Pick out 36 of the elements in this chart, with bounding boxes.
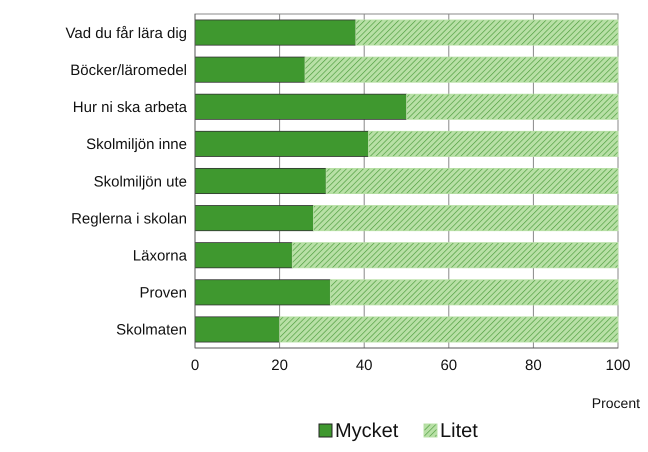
y-tick-label: Hur ni ska arbeta [72, 99, 188, 116]
legend-label: Litet [440, 420, 478, 442]
bar [194, 130, 369, 157]
x-tick-label: 80 [525, 357, 542, 374]
bar [406, 94, 618, 120]
bar [313, 205, 618, 232]
bar [194, 56, 306, 83]
bar [279, 316, 618, 342]
x-tick-label: 60 [440, 357, 458, 374]
x-tick-label: 0 [190, 357, 200, 374]
bar [194, 20, 356, 46]
y-tick-label: Skolmaten [116, 322, 187, 339]
y-tick-label: Vad du får lära dig [66, 24, 187, 42]
bar [368, 130, 618, 157]
bar [304, 56, 618, 83]
bar [194, 316, 280, 342]
bar [326, 168, 618, 194]
bar [194, 242, 293, 268]
y-tick-label: Böcker/läromedel [70, 62, 187, 79]
x-tick-label: 100 [605, 357, 631, 374]
bar [292, 242, 618, 268]
x-axis-title: Procent [592, 395, 640, 411]
bar [194, 279, 331, 306]
y-tick-label: Skolmiljön ute [94, 173, 187, 190]
legend-label: Mycket [335, 420, 399, 442]
bar [330, 279, 618, 306]
y-tick-label: Läxorna [132, 247, 188, 264]
bar [194, 168, 327, 194]
y-tick-label: Proven [139, 284, 187, 302]
y-tick-label: Skolmiljön inne [86, 136, 187, 154]
bar [194, 205, 314, 232]
x-tick-label: 40 [356, 357, 373, 374]
bar [194, 94, 407, 120]
x-tick-label: 20 [271, 357, 288, 374]
y-tick-label: Reglerna i skolan [71, 210, 187, 228]
bar [355, 20, 618, 46]
